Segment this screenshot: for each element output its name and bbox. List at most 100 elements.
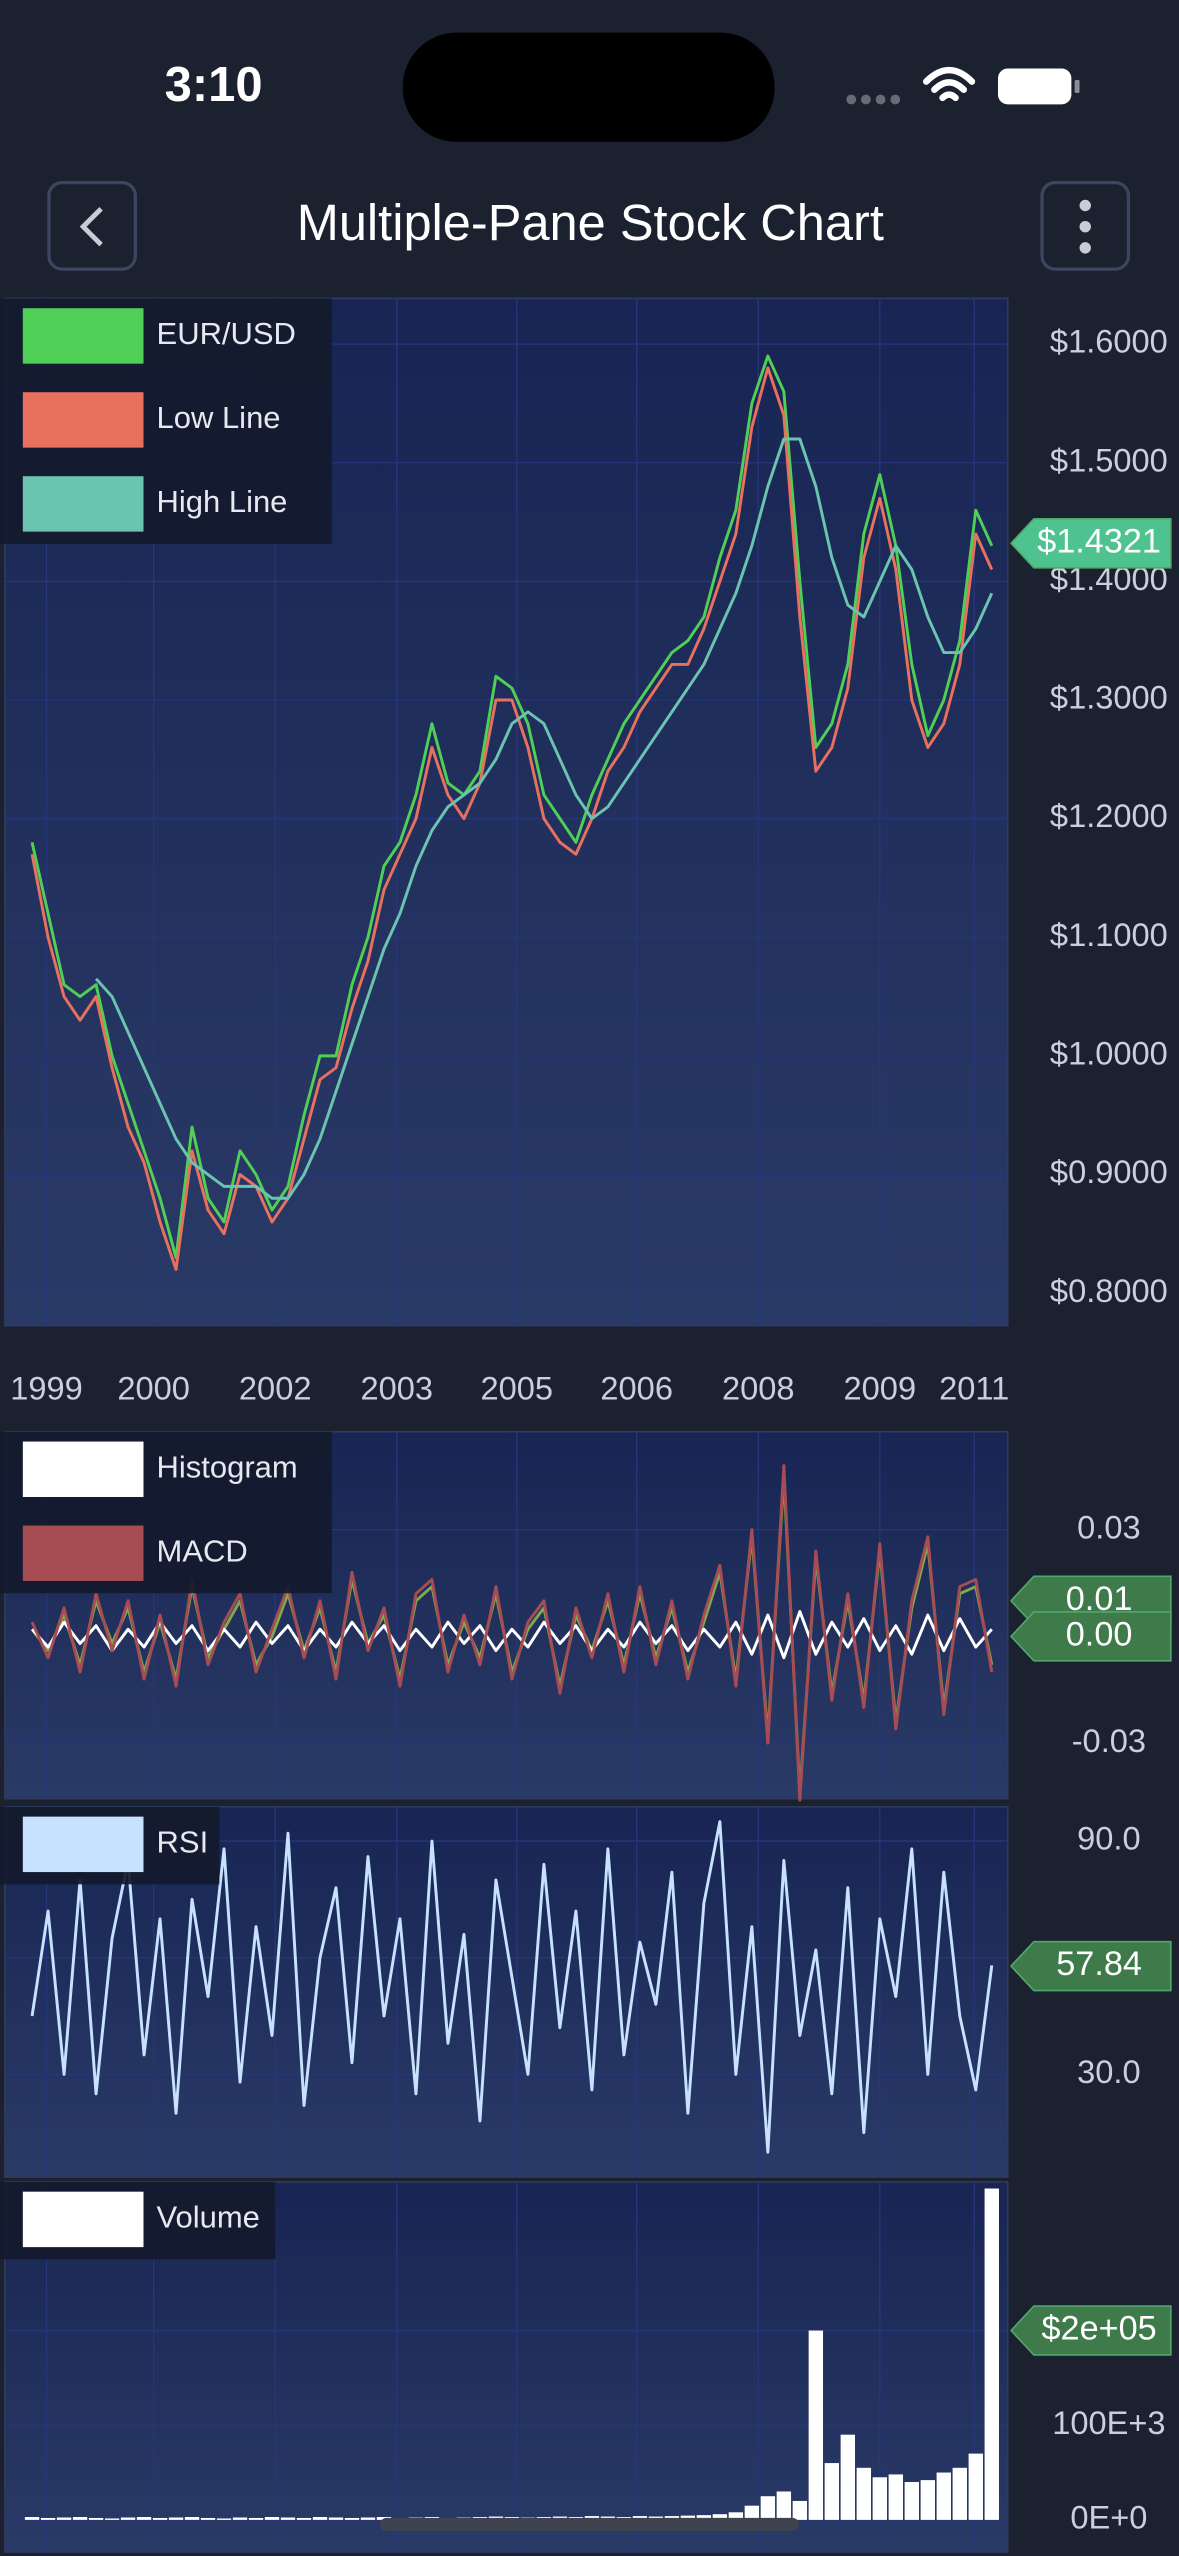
volume-bar — [40, 2517, 56, 2520]
legend-swatch — [22, 2191, 144, 2248]
value-tag — [1009, 2305, 1172, 2356]
battery-icon — [997, 68, 1080, 105]
wifi-icon — [922, 66, 976, 102]
x-tick-label: 2005 — [480, 1370, 553, 1407]
volume-bar — [936, 2472, 951, 2520]
series-line — [30, 1610, 993, 1660]
volume-bar — [264, 2517, 280, 2520]
series-line — [94, 437, 994, 1200]
series-line — [30, 354, 994, 1260]
value-tag-label: $1.4321 — [1037, 522, 1161, 560]
volume-bar — [120, 2517, 136, 2520]
volume-bar — [680, 2515, 696, 2520]
y-tick-label: 90.0 — [1077, 1820, 1140, 1857]
value-tag — [1009, 518, 1172, 569]
volume-bar — [856, 2467, 872, 2520]
dynamic-island — [402, 32, 775, 142]
volume-bar — [168, 2517, 184, 2520]
legend-swatch — [22, 1441, 144, 1498]
home-indicator — [379, 2517, 800, 2531]
volume-bar — [984, 2188, 999, 2520]
y-tick-label: -0.03 — [1072, 1722, 1146, 1759]
y-tick-label: $1.6000 — [1050, 323, 1168, 360]
y-tick-label: $1.2000 — [1050, 797, 1168, 834]
legend-label: MACD — [157, 1533, 248, 1568]
volume-bar — [24, 2517, 40, 2520]
x-tick-label: 2002 — [239, 1370, 312, 1407]
signal-icon — [846, 94, 901, 105]
x-tick-label: 1999 — [10, 1370, 83, 1407]
legend-label: Histogram — [157, 1449, 298, 1484]
volume-bar — [728, 2512, 744, 2520]
y-tick-label: 0E+0 — [1070, 2498, 1147, 2535]
legend-label: Low Line — [157, 400, 281, 435]
x-tick-label: 2006 — [600, 1370, 673, 1407]
volume-bar — [248, 2517, 264, 2520]
x-tick-label: 2009 — [844, 1370, 917, 1407]
y-tick-label: $1.0000 — [1050, 1035, 1168, 1072]
legend-label: High Line — [157, 484, 288, 519]
back-button[interactable] — [47, 181, 137, 271]
y-tick-label: $1.1000 — [1050, 916, 1168, 953]
volume-bar — [328, 2517, 344, 2520]
volume-bar — [152, 2517, 168, 2520]
volume-bar — [312, 2517, 328, 2520]
volume-bar — [88, 2517, 104, 2520]
x-tick-label: 2008 — [722, 1370, 795, 1407]
x-tick-label: 2011 — [939, 1370, 1009, 1407]
value-tag — [1009, 1611, 1172, 1662]
y-tick-label: $1.5000 — [1050, 441, 1168, 478]
value-tag-label: $2e+05 — [1041, 2310, 1156, 2348]
series-line — [30, 1820, 994, 2154]
volume-bar — [824, 2463, 840, 2520]
value-tag-label: 0.00 — [1066, 1615, 1133, 1653]
volume-bar — [184, 2517, 200, 2520]
volume-bar — [104, 2518, 120, 2520]
legend-swatch — [22, 392, 144, 448]
legend-swatch — [22, 1816, 144, 1873]
volume-bar — [840, 2434, 856, 2520]
legend-swatch — [22, 1525, 144, 1581]
volume-bar — [872, 2477, 888, 2520]
y-tick-label: 0.03 — [1077, 1508, 1140, 1545]
volume-bar — [344, 2517, 360, 2520]
back-icon — [79, 207, 103, 247]
nav-title: Multiple-Pane Stock Chart — [297, 194, 884, 251]
volume-bar — [952, 2467, 967, 2520]
volume-bar — [760, 2496, 776, 2520]
y-tick-label: $0.9000 — [1050, 1153, 1168, 1190]
volume-bar — [280, 2517, 296, 2520]
legend-swatch — [22, 308, 144, 364]
series-line — [30, 366, 994, 1271]
volume-bar — [904, 2482, 920, 2520]
legend-label: EUR/USD — [157, 316, 296, 351]
charts: $0.8000 $0.9000 $1.0000 $1.1000 $1.2000 $1.30… — [0, 297, 1172, 2553]
volume-bar — [920, 2480, 935, 2520]
volume-bar — [776, 2491, 792, 2520]
volume-bar — [744, 2505, 760, 2520]
volume-bar — [136, 2517, 152, 2520]
volume-bar — [296, 2517, 312, 2520]
volume-bar — [888, 2474, 904, 2520]
legend-swatch — [22, 476, 144, 532]
y-tick-label: 30.0 — [1077, 2053, 1140, 2090]
volume-bar — [232, 2517, 248, 2520]
y-tick-label: $1.3000 — [1050, 679, 1168, 716]
legend-label: Volume — [157, 2200, 260, 2235]
x-tick-label: 2000 — [117, 1370, 190, 1407]
x-tick-label: 2003 — [360, 1370, 433, 1407]
volume-bar — [792, 2500, 808, 2520]
menu-icon — [1079, 199, 1091, 254]
y-tick-label: $0.8000 — [1050, 1272, 1168, 1309]
volume-bar — [808, 2330, 824, 2520]
volume-bar — [360, 2517, 376, 2520]
volume-bar — [56, 2517, 72, 2520]
menu-button[interactable] — [1040, 181, 1131, 271]
volume-bar — [72, 2517, 88, 2520]
volume-bar — [968, 2453, 983, 2520]
volume-bar — [712, 2514, 728, 2520]
y-tick-label: 100E+3 — [1052, 2404, 1165, 2441]
volume-bar — [216, 2518, 232, 2520]
